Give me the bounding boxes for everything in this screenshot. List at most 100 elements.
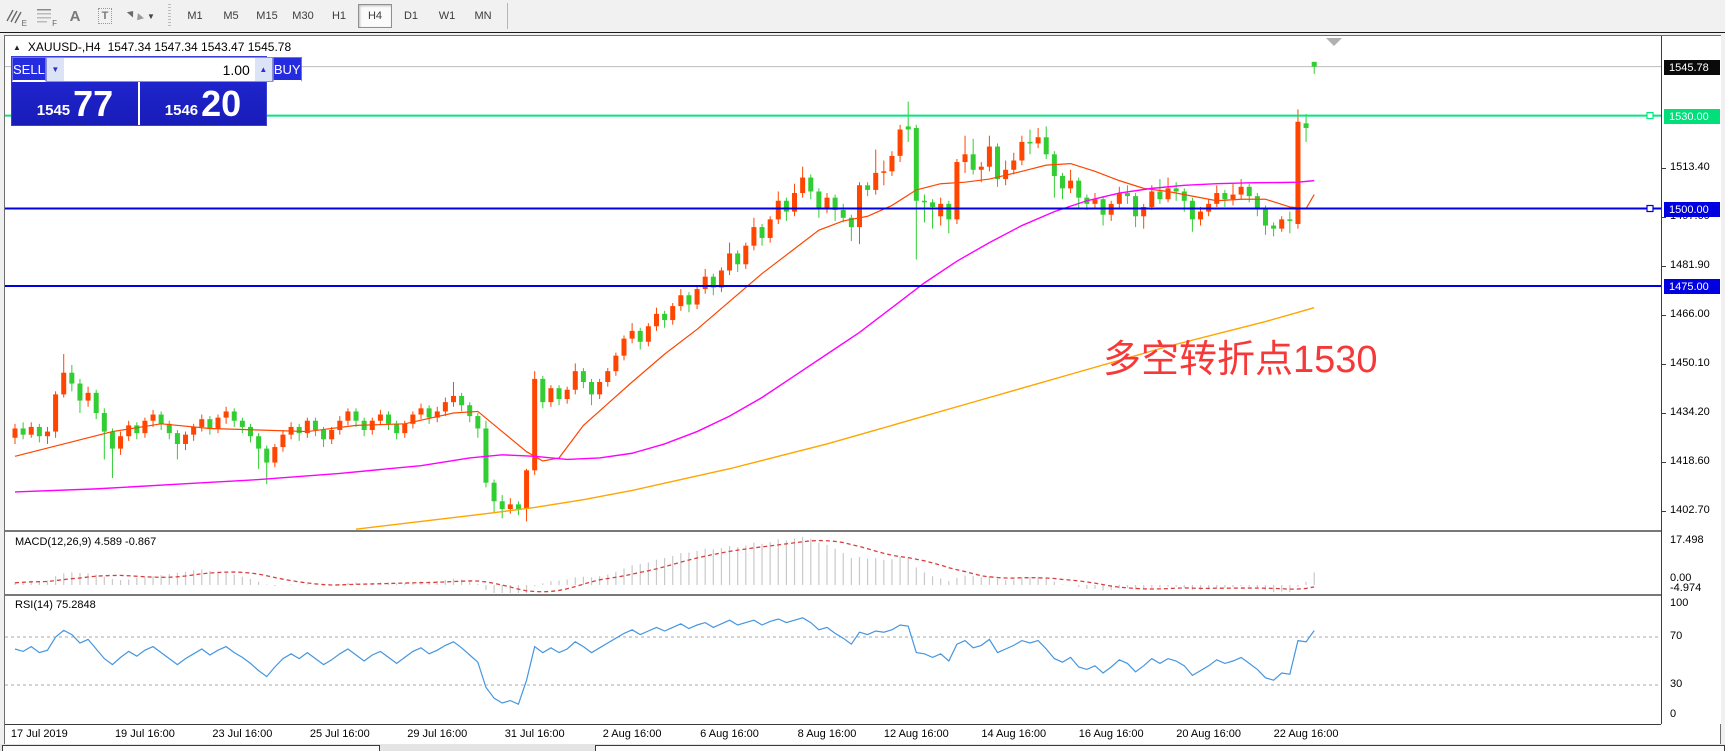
line-handle[interactable]	[1646, 204, 1654, 213]
text-a-icon[interactable]: A	[69, 7, 81, 25]
macd-scale-tick: 17.498	[1670, 534, 1704, 546]
candle-body	[572, 371, 578, 390]
candle-body	[905, 126, 911, 130]
candle-body	[1271, 225, 1277, 229]
candle-body	[946, 203, 952, 220]
candle-body	[126, 425, 132, 437]
candle-body	[1035, 137, 1041, 144]
ma-slow-line	[355, 306, 1315, 530]
candle-body	[1011, 160, 1017, 170]
macd-panel-divider[interactable]	[5, 530, 1661, 532]
candle-body	[718, 270, 724, 288]
sell-button[interactable]: SELL	[12, 57, 46, 82]
candle-body	[775, 200, 781, 220]
collapse-panel-icon[interactable]: ▲	[13, 42, 21, 52]
price-badge-1530.00: 1530.00	[1664, 109, 1720, 125]
main-chart-canvas[interactable]: 多空转折点1530	[5, 36, 1661, 530]
buy-button[interactable]: BUY	[272, 57, 302, 82]
rsi-canvas	[5, 596, 1661, 724]
volume-input[interactable]	[63, 58, 255, 81]
candle-body	[231, 411, 237, 421]
timeframe-m1[interactable]: M1	[187, 10, 203, 22]
timeframe-h4[interactable]: H4	[358, 4, 392, 28]
candle-body	[1003, 169, 1009, 180]
candle-body	[1076, 180, 1082, 198]
candle-body	[1311, 61, 1317, 67]
candle-body	[101, 412, 107, 432]
volume-up-button[interactable]: ▲	[254, 58, 272, 81]
timeframe-w1[interactable]: W1	[438, 10, 456, 22]
ma-fast-line	[14, 162, 1315, 462]
rsi-scale-tick: 70	[1670, 630, 1683, 642]
candle-body	[921, 200, 927, 203]
candle-body	[442, 402, 448, 412]
timeframe-h1[interactable]: H1	[331, 10, 347, 22]
candle-body	[848, 217, 854, 228]
candle-body	[377, 414, 383, 421]
candle-body	[1214, 193, 1220, 204]
time-label: 8 Aug 16:00	[797, 728, 857, 740]
candle-body	[735, 253, 741, 265]
candle-body	[978, 166, 984, 170]
background-window-edge	[595, 745, 1725, 751]
timeframe-d1[interactable]: D1	[403, 10, 419, 22]
volume-down-button[interactable]: ▼	[46, 58, 64, 81]
candle-body	[20, 428, 26, 435]
bid-price-pips: 77	[73, 83, 114, 124]
macd-canvas	[5, 533, 1661, 594]
candle-body	[353, 411, 359, 421]
price-badge-1500.00: 1500.00	[1664, 202, 1720, 217]
time-label: 22 Aug 16:00	[1273, 728, 1339, 740]
candle-body	[564, 389, 570, 400]
text-label-t-icon[interactable]: T	[92, 4, 118, 28]
charts-e-icon[interactable]: E	[2, 4, 28, 28]
candle-body	[386, 414, 392, 424]
candle-body	[280, 434, 286, 448]
candle-body	[589, 382, 595, 395]
arrows-dropdown-icon[interactable]: ▼	[122, 4, 160, 28]
grid-f-icon[interactable]: F	[32, 4, 58, 28]
timeframe-m30[interactable]: M30	[292, 10, 314, 22]
time-axis[interactable]: 17 Jul 2019 19 Jul 16:00 23 Jul 16:00 25 Ju…	[5, 725, 1720, 744]
price-tick: 1481.90	[1670, 258, 1710, 271]
candle-body	[418, 408, 424, 415]
toolbar-separator	[507, 3, 508, 29]
bid-price[interactable]: 1545 77	[12, 82, 140, 125]
candle-body	[881, 171, 887, 173]
rsi-panel-divider[interactable]	[5, 594, 1661, 596]
candle-body	[402, 423, 408, 434]
candle-body	[85, 392, 91, 401]
candle-body	[166, 423, 172, 434]
scale-tick-mark	[1662, 314, 1666, 316]
candle-body	[856, 185, 862, 228]
candle-body	[1238, 186, 1244, 195]
candle-body	[816, 191, 822, 209]
candle-body	[986, 146, 992, 167]
price-scale[interactable]: 1513.401497.601481.901466.001450.101434.…	[1661, 36, 1721, 724]
candle-body	[93, 392, 99, 413]
candle-body	[653, 313, 659, 327]
timeframe-m5[interactable]: M5	[223, 10, 239, 22]
scale-tick-mark	[1662, 364, 1666, 366]
ask-price[interactable]: 1546 20	[140, 82, 266, 125]
candle-body	[767, 219, 773, 238]
candle-body	[1287, 219, 1293, 221]
timeframe-m15[interactable]: M15	[256, 10, 278, 22]
time-label: 17 Jul 2019	[10, 728, 68, 740]
scale-tick-mark	[1662, 461, 1666, 463]
candle-body	[61, 372, 67, 395]
price-tick: 1418.60	[1670, 454, 1710, 467]
candle-body	[150, 414, 156, 421]
bottom-strip	[0, 744, 1725, 751]
candle-body	[475, 416, 481, 429]
line-handle[interactable]	[1646, 111, 1654, 120]
candle-body	[1043, 137, 1049, 155]
candle-body	[759, 227, 765, 238]
candle-body	[824, 197, 830, 209]
chart-shift-marker[interactable]	[1326, 38, 1342, 46]
candle-body	[515, 504, 521, 510]
candle-body	[580, 371, 586, 383]
toolbar-gripper[interactable]	[168, 4, 171, 28]
time-label: 20 Aug 16:00	[1176, 728, 1242, 740]
timeframe-mn[interactable]: MN	[474, 10, 492, 22]
